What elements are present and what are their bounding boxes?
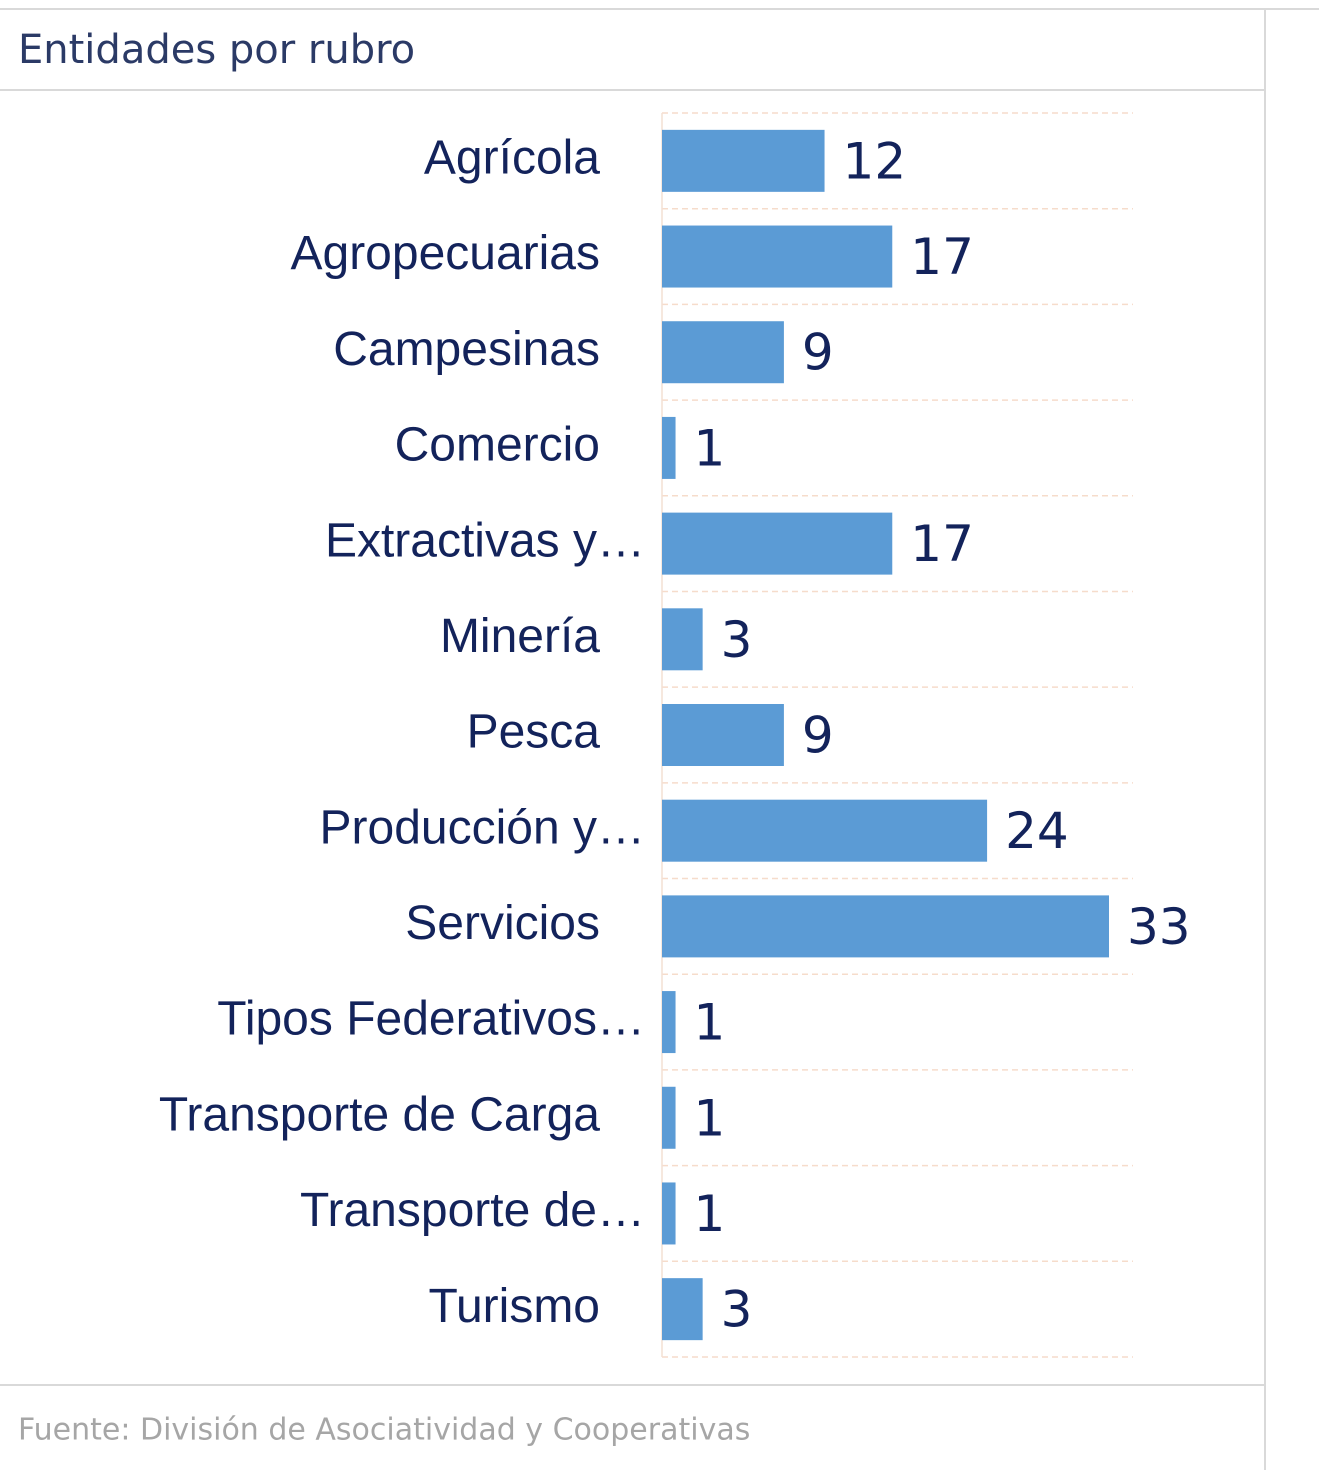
value-label: 1 [694,419,726,477]
bar [662,129,825,192]
bar [662,321,784,384]
category-label: Extractivas y… [325,514,645,567]
category-label: Minería [440,610,600,663]
category-label: Servicios [405,897,600,950]
bar [662,991,676,1054]
bar [662,225,893,288]
value-label: 9 [802,324,834,382]
bar [662,608,703,671]
category-label: Pesca [467,706,601,759]
source-note: Fuente: División de Asociatividad y Coop… [18,1413,750,1448]
bar [662,416,676,479]
category-label: Turismo [428,1280,600,1333]
value-label: 3 [721,611,753,669]
category-label: Campesinas [333,323,600,376]
bar [662,1278,703,1341]
value-label: 17 [910,515,974,573]
bar [662,895,1109,958]
value-label: 3 [721,1281,753,1339]
bar [662,1182,676,1245]
bar [662,1086,676,1149]
category-label: Tipos Federativos… [217,993,645,1046]
bar [662,512,893,575]
category-label: Transporte de Carga [159,1088,600,1141]
category-label: Producción y… [320,801,645,854]
chart-title: Entidades por rubro [18,27,415,73]
category-label: Agropecuarias [290,227,600,280]
bar [662,704,784,766]
category-label: Transporte de… [300,1184,645,1237]
value-label: 17 [910,228,974,286]
category-label: Comercio [395,419,600,472]
value-label: 33 [1127,898,1191,956]
value-label: 1 [694,1185,726,1243]
value-label: 24 [1005,802,1069,860]
category-label: Agrícola [424,132,600,185]
value-label: 1 [694,994,726,1052]
value-label: 12 [843,132,907,190]
value-label: 1 [694,1089,726,1147]
bar [662,799,988,862]
value-label: 9 [802,707,834,765]
